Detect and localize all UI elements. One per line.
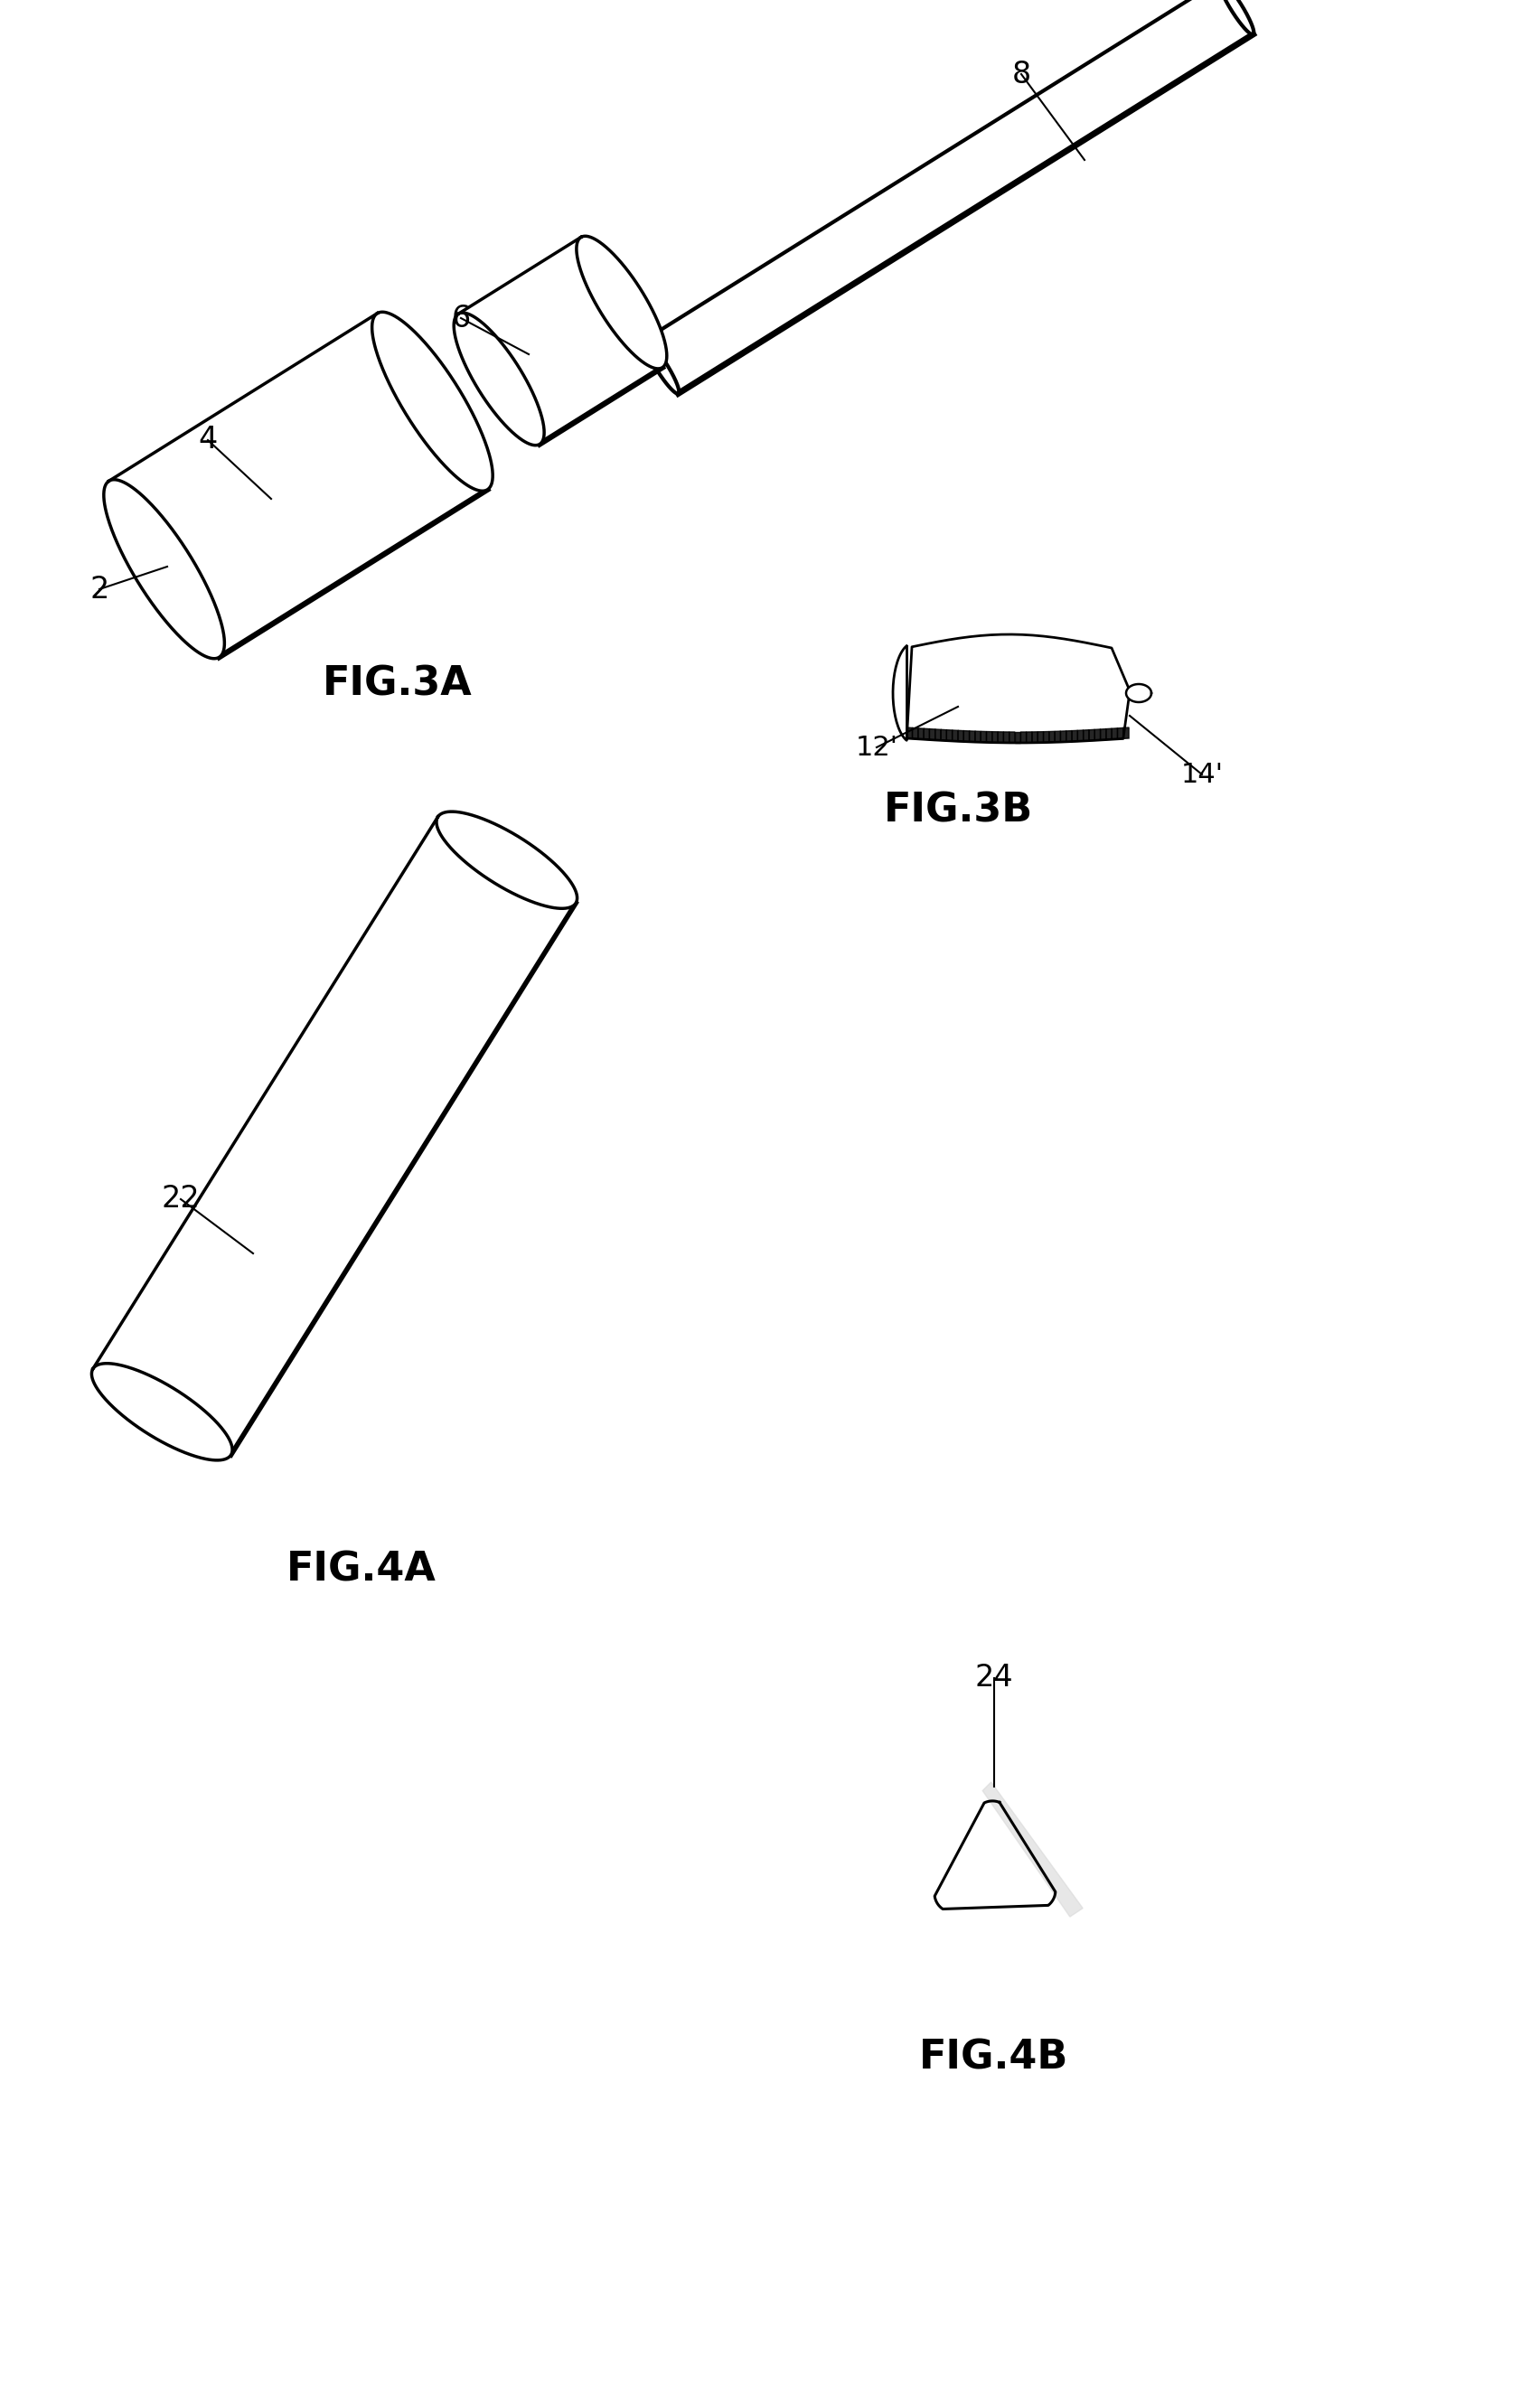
Polygon shape	[1101, 729, 1106, 741]
Polygon shape	[1061, 732, 1066, 741]
Polygon shape	[1083, 729, 1089, 741]
Text: 8: 8	[1012, 60, 1030, 88]
Polygon shape	[983, 1782, 1083, 1916]
Polygon shape	[103, 479, 225, 658]
Text: 6: 6	[451, 303, 471, 334]
Polygon shape	[964, 732, 969, 741]
Polygon shape	[935, 729, 941, 741]
Polygon shape	[969, 732, 975, 741]
Polygon shape	[1089, 729, 1095, 741]
Polygon shape	[1009, 732, 1015, 743]
Text: 2: 2	[89, 574, 109, 605]
Polygon shape	[436, 813, 578, 908]
Polygon shape	[987, 732, 992, 743]
Polygon shape	[1055, 732, 1061, 741]
Polygon shape	[1066, 732, 1072, 741]
Polygon shape	[1112, 729, 1118, 739]
Polygon shape	[935, 1802, 1055, 1909]
Polygon shape	[459, 238, 662, 443]
Polygon shape	[893, 634, 1130, 743]
Polygon shape	[1044, 732, 1049, 743]
Polygon shape	[918, 729, 924, 739]
Polygon shape	[1118, 727, 1123, 739]
Polygon shape	[576, 236, 667, 369]
Polygon shape	[958, 732, 964, 741]
Polygon shape	[941, 729, 947, 741]
Text: FIG.4B: FIG.4B	[919, 2037, 1069, 2078]
Text: 14': 14'	[1181, 760, 1223, 786]
Polygon shape	[981, 732, 987, 743]
Polygon shape	[952, 729, 958, 741]
Text: FIG.4A: FIG.4A	[286, 1551, 436, 1589]
Text: FIG.3A: FIG.3A	[323, 665, 473, 703]
Polygon shape	[998, 732, 1004, 743]
Text: 24: 24	[975, 1663, 1013, 1692]
Polygon shape	[975, 732, 981, 741]
Polygon shape	[1126, 684, 1152, 703]
Polygon shape	[1049, 732, 1055, 743]
Polygon shape	[1038, 732, 1044, 743]
Polygon shape	[454, 312, 544, 446]
Text: 22: 22	[162, 1184, 200, 1213]
Polygon shape	[92, 817, 576, 1456]
Polygon shape	[1106, 729, 1112, 739]
Polygon shape	[644, 341, 679, 393]
Polygon shape	[947, 729, 952, 741]
Polygon shape	[1095, 729, 1101, 741]
Text: 12': 12'	[855, 734, 898, 760]
Polygon shape	[1026, 732, 1032, 743]
Polygon shape	[930, 729, 935, 741]
Polygon shape	[1004, 732, 1009, 743]
Text: 4: 4	[199, 424, 217, 455]
Polygon shape	[92, 1363, 233, 1461]
Polygon shape	[373, 312, 493, 491]
Polygon shape	[924, 729, 930, 739]
Polygon shape	[109, 312, 488, 658]
Polygon shape	[1220, 0, 1254, 33]
Text: FIG.3B: FIG.3B	[884, 791, 1033, 829]
Polygon shape	[1078, 729, 1083, 741]
Polygon shape	[1032, 732, 1038, 743]
Polygon shape	[1015, 732, 1021, 743]
Polygon shape	[1123, 727, 1129, 739]
Polygon shape	[645, 0, 1254, 393]
Polygon shape	[912, 727, 918, 739]
Polygon shape	[992, 732, 998, 743]
Polygon shape	[1072, 732, 1078, 741]
Polygon shape	[907, 727, 912, 739]
Polygon shape	[1021, 732, 1026, 743]
